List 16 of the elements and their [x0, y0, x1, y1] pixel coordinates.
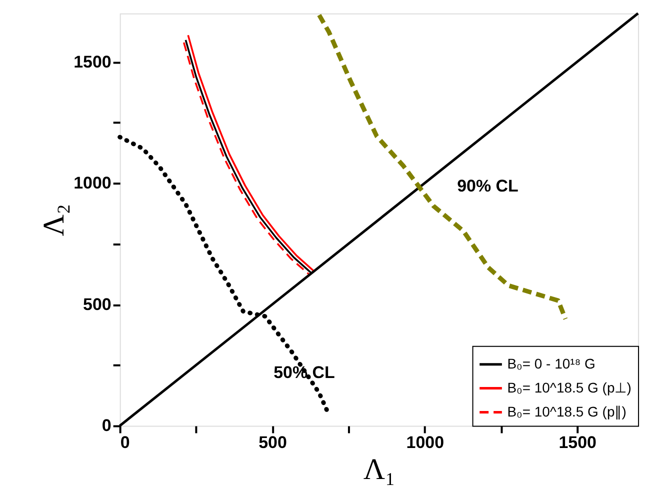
legend-label: B₀= 0 - 10¹⁸ G: [507, 355, 596, 372]
y-tick-label: 1500: [74, 52, 112, 72]
y-axis-title: Λ₂: [38, 204, 71, 236]
line-series: [316, 12, 568, 322]
legend-label: B₀= 10^18.5 G (p⊥): [507, 379, 632, 396]
y-tick-label: 500: [83, 294, 112, 314]
x-tick-label: 1500: [558, 433, 596, 452]
x-tick-label: 500: [258, 433, 287, 452]
annotation: 50% CL: [274, 363, 335, 382]
x-axis-title: Λ₁: [363, 453, 396, 486]
x-tick-label: 1000: [406, 433, 444, 452]
y-tick-label: 0: [102, 416, 112, 436]
legend-label: B₀= 10^18.5 G (p∥): [507, 403, 626, 420]
annotation: 90% CL: [457, 176, 518, 196]
y-tick-label: 1000: [74, 174, 112, 193]
x-tick-label: 0: [120, 433, 130, 452]
